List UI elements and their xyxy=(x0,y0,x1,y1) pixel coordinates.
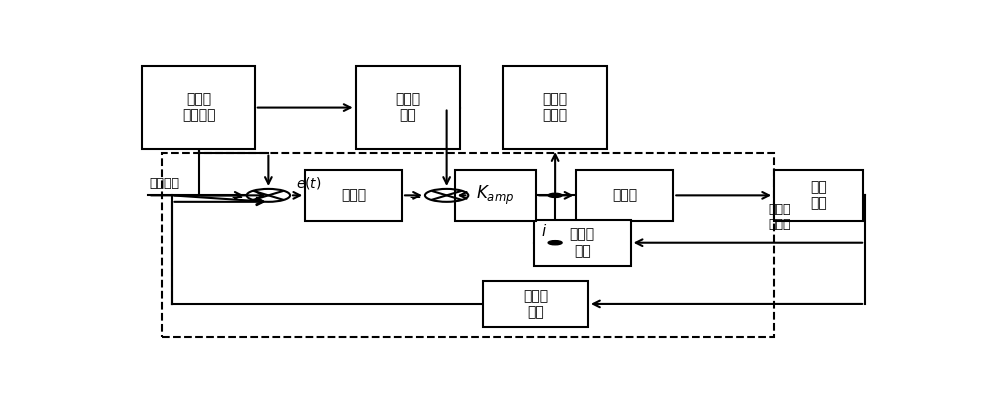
FancyBboxPatch shape xyxy=(142,66,255,149)
Text: 参考位置: 参考位置 xyxy=(150,177,180,190)
Circle shape xyxy=(548,241,562,245)
Text: 位移传
感器: 位移传 感器 xyxy=(523,289,548,319)
Circle shape xyxy=(548,193,562,198)
Text: −: − xyxy=(408,190,421,205)
Text: $K_{amp}$: $K_{amp}$ xyxy=(476,184,515,207)
Text: 电流传
感器: 电流传 感器 xyxy=(570,228,595,258)
FancyBboxPatch shape xyxy=(356,66,460,149)
Text: 整周期
旋转控制: 整周期 旋转控制 xyxy=(182,93,215,123)
Text: 转子
系统: 转子 系统 xyxy=(810,180,827,210)
Text: 控制器: 控制器 xyxy=(341,188,366,202)
FancyBboxPatch shape xyxy=(774,170,863,221)
Text: 同频电
流提取: 同频电 流提取 xyxy=(543,93,568,123)
FancyBboxPatch shape xyxy=(455,170,536,221)
Text: 不平衡
扰动力: 不平衡 扰动力 xyxy=(769,203,791,231)
FancyBboxPatch shape xyxy=(305,170,402,221)
FancyBboxPatch shape xyxy=(576,170,673,221)
Text: 自对中
控制: 自对中 控制 xyxy=(395,93,420,123)
Text: $i$: $i$ xyxy=(541,223,548,238)
FancyBboxPatch shape xyxy=(483,281,588,327)
FancyBboxPatch shape xyxy=(534,220,631,266)
Text: $e(t)$: $e(t)$ xyxy=(296,175,322,191)
Text: −: − xyxy=(230,190,243,205)
FancyBboxPatch shape xyxy=(503,66,607,149)
Text: 磁轴承: 磁轴承 xyxy=(612,188,637,202)
